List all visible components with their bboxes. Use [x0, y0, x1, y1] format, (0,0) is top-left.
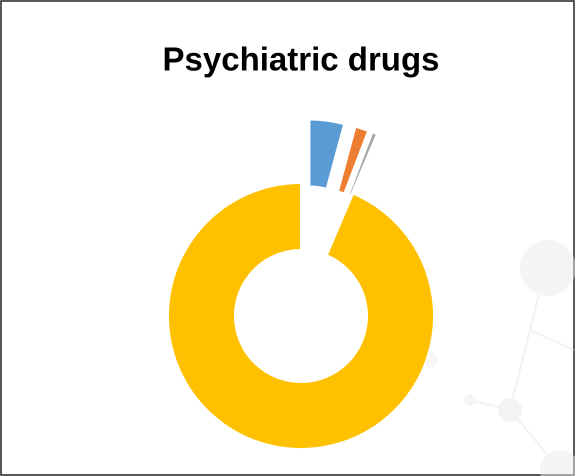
donut-slice	[167, 181, 435, 450]
donut-slice	[347, 131, 379, 198]
donut-slice	[336, 125, 370, 195]
chart-title: Psychiatric drugs	[163, 41, 440, 78]
background-decoration	[422, 240, 575, 476]
donut-slice	[308, 118, 346, 191]
